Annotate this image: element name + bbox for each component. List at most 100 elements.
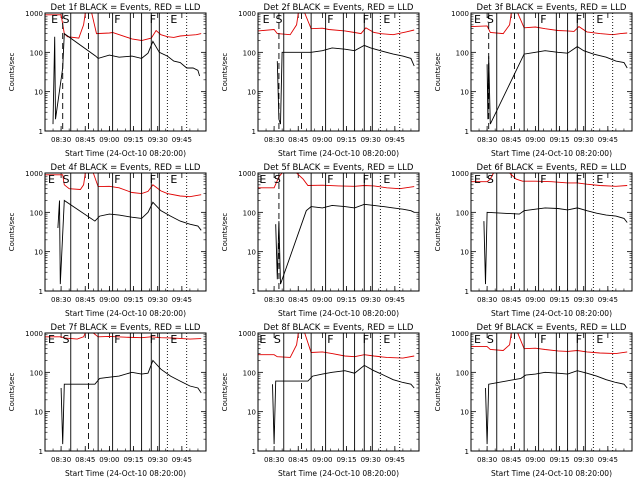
x-tick-label: 08:45 xyxy=(288,136,308,144)
plot-frame xyxy=(257,12,420,132)
x-tick-label: 08:45 xyxy=(75,296,95,304)
x-tick-label: 08:45 xyxy=(501,136,521,144)
region-label: F xyxy=(363,333,369,346)
detector-plot-panel: Det 3f BLACK = Events, RED = LLD Counts/s… xyxy=(434,3,633,158)
y-tick-label: 1 xyxy=(465,128,469,136)
region-label: F xyxy=(363,13,369,26)
x-tick-label: 09:15 xyxy=(123,136,143,144)
x-tick-label: 09:30 xyxy=(361,456,381,464)
plot-frame xyxy=(44,172,207,292)
y-tick-label: 1 xyxy=(252,448,256,456)
x-tick-label: 09:15 xyxy=(549,136,569,144)
events-series-line xyxy=(485,370,628,445)
region-label: S xyxy=(487,333,494,346)
detector-plot-panel: Det 2f BLACK = Events, RED = LLD Counts/s… xyxy=(221,3,420,158)
x-tick-label: 08:30 xyxy=(264,296,284,304)
x-tick-label: 09:45 xyxy=(385,296,405,304)
region-label: E xyxy=(383,333,390,346)
detector-plot-panel: Det 5f BLACK = Events, RED = LLD Counts/s… xyxy=(221,163,420,318)
plot-title: Det 7f BLACK = Events, RED = LLD xyxy=(51,323,201,333)
region-label: E xyxy=(596,173,603,186)
plot-frame xyxy=(44,332,207,452)
y-tick-label: 1000 xyxy=(451,330,469,338)
region-label: F xyxy=(327,173,333,186)
plot-frame xyxy=(44,12,207,132)
events-series-line xyxy=(60,359,202,445)
x-tick-label: 09:45 xyxy=(598,456,618,464)
lld-series-line xyxy=(471,333,628,355)
plot-frame xyxy=(470,172,633,292)
x-tick-label: 09:30 xyxy=(574,296,594,304)
x-tick-label: 09:00 xyxy=(525,456,545,464)
region-label: E xyxy=(170,13,177,26)
plot-title: Det 4f BLACK = Events, RED = LLD xyxy=(51,163,201,173)
y-tick-label: 10 xyxy=(34,409,43,417)
region-label: E xyxy=(259,333,266,346)
plot-title: Det 2f BLACK = Events, RED = LLD xyxy=(264,3,414,13)
x-tick-label: 08:45 xyxy=(501,296,521,304)
y-axis-label: Counts/sec xyxy=(434,373,442,412)
plot-area xyxy=(471,13,628,131)
x-tick-label: 09:00 xyxy=(525,136,545,144)
y-tick-label: 10 xyxy=(460,89,469,97)
x-tick-label: 09:30 xyxy=(574,136,594,144)
x-tick-label: 09:30 xyxy=(148,136,168,144)
x-tick-label: 09:15 xyxy=(549,456,569,464)
region-label: F xyxy=(540,333,546,346)
region-label: F xyxy=(540,173,546,186)
detector-plot-panel: Det 8f BLACK = Events, RED = LLD Counts/s… xyxy=(221,323,420,478)
x-tick-label: 08:45 xyxy=(501,456,521,464)
y-tick-label: 100 xyxy=(30,209,43,217)
y-tick-label: 10 xyxy=(34,249,43,257)
region-label: E xyxy=(474,333,481,346)
region-label: S xyxy=(62,333,69,346)
x-axis-label: Start Time (24-Oct-10 08:20:00) xyxy=(65,309,186,318)
x-tick-label: 09:45 xyxy=(172,136,192,144)
y-tick-label: 1000 xyxy=(238,170,256,178)
y-tick-label: 10 xyxy=(247,89,256,97)
detector-plot-panel: Det 4f BLACK = Events, RED = LLD Counts/s… xyxy=(8,163,207,318)
events-series-line xyxy=(486,46,628,125)
x-tick-label: 09:00 xyxy=(312,456,332,464)
region-label: E xyxy=(48,173,55,186)
y-axis-label: Counts/sec xyxy=(434,53,442,92)
x-tick-label: 08:30 xyxy=(264,456,284,464)
plot-frame xyxy=(470,332,633,452)
y-tick-label: 1 xyxy=(252,128,256,136)
plot-area xyxy=(45,333,202,451)
region-label: F xyxy=(114,173,120,186)
detector-plot-panel: Det 1f BLACK = Events, RED = LLD Counts/s… xyxy=(8,3,207,158)
y-tick-label: 100 xyxy=(30,369,43,377)
x-tick-label: 08:45 xyxy=(288,296,308,304)
y-tick-label: 10 xyxy=(247,249,256,257)
lld-series-line xyxy=(471,173,628,187)
y-tick-label: 100 xyxy=(456,369,469,377)
y-tick-label: 1000 xyxy=(25,170,43,178)
region-label: E xyxy=(259,173,266,186)
y-tick-label: 10 xyxy=(460,409,469,417)
x-tick-label: 09:15 xyxy=(336,456,356,464)
y-tick-label: 100 xyxy=(243,49,256,57)
x-tick-label: 09:30 xyxy=(361,296,381,304)
x-tick-label: 09:30 xyxy=(148,296,168,304)
region-label: F xyxy=(576,333,582,346)
plot-title: Det 5f BLACK = Events, RED = LLD xyxy=(264,163,414,173)
plot-area xyxy=(258,13,415,131)
region-label: E xyxy=(474,173,481,186)
x-axis-label: Start Time (24-Oct-10 08:20:00) xyxy=(278,309,399,318)
region-label: S xyxy=(62,13,69,26)
y-tick-label: 1 xyxy=(252,288,256,296)
events-series-line xyxy=(52,32,201,125)
events-series-line xyxy=(276,44,415,125)
x-axis-label: Start Time (24-Oct-10 08:20:00) xyxy=(278,469,399,478)
x-tick-label: 09:00 xyxy=(312,296,332,304)
events-series-line xyxy=(272,364,415,445)
y-axis-label: Counts/sec xyxy=(221,53,229,92)
plot-frame xyxy=(470,12,633,132)
region-label: E xyxy=(170,333,177,346)
y-tick-label: 1 xyxy=(465,448,469,456)
y-tick-label: 100 xyxy=(456,209,469,217)
region-label: E xyxy=(596,13,603,26)
region-label: E xyxy=(263,13,270,26)
lld-series-line xyxy=(258,333,415,359)
